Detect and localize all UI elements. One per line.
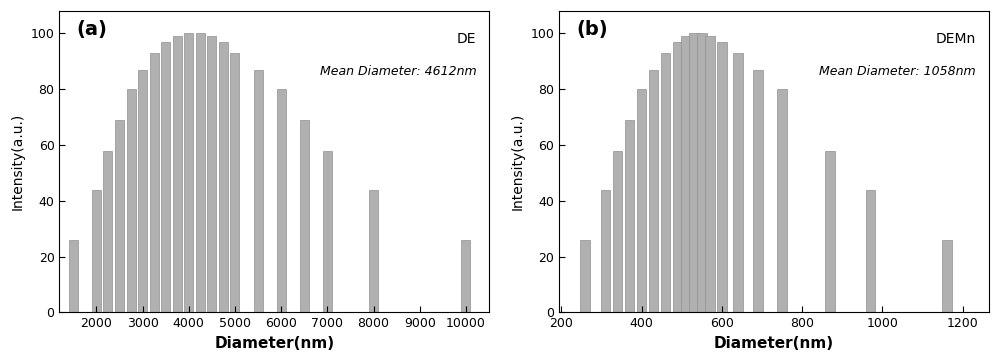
Text: (a): (a) xyxy=(77,20,107,39)
Bar xyxy=(196,33,205,312)
Bar xyxy=(717,42,727,312)
Bar xyxy=(942,240,952,312)
Bar xyxy=(115,120,124,312)
Bar xyxy=(219,42,228,312)
Bar xyxy=(150,53,159,312)
Text: (b): (b) xyxy=(576,20,608,39)
Bar xyxy=(733,53,743,312)
Bar xyxy=(173,36,182,312)
Y-axis label: Intensity(a.u.): Intensity(a.u.) xyxy=(511,113,525,210)
Bar xyxy=(637,89,646,312)
Bar xyxy=(277,89,286,312)
Bar xyxy=(697,33,707,312)
Y-axis label: Intensity(a.u.): Intensity(a.u.) xyxy=(11,113,25,210)
Bar xyxy=(777,89,787,312)
Bar xyxy=(580,240,590,312)
Bar xyxy=(300,120,309,312)
X-axis label: Diameter(nm): Diameter(nm) xyxy=(214,336,334,351)
Bar xyxy=(92,190,101,312)
Text: DE: DE xyxy=(457,32,476,46)
Bar xyxy=(103,151,112,312)
Bar xyxy=(649,70,658,312)
Bar xyxy=(613,151,622,312)
Bar xyxy=(625,120,634,312)
Bar xyxy=(689,33,699,312)
Bar xyxy=(138,70,147,312)
Bar xyxy=(184,33,193,312)
Bar xyxy=(207,36,216,312)
Bar xyxy=(254,70,263,312)
Bar xyxy=(461,240,470,312)
Bar xyxy=(69,240,78,312)
X-axis label: Diameter(nm): Diameter(nm) xyxy=(714,336,834,351)
Bar xyxy=(369,190,378,312)
Text: DEMn: DEMn xyxy=(936,32,976,46)
Bar xyxy=(127,89,136,312)
Bar xyxy=(825,151,835,312)
Bar xyxy=(753,70,763,312)
Bar xyxy=(323,151,332,312)
Bar xyxy=(161,42,170,312)
Bar xyxy=(681,36,691,312)
Bar xyxy=(673,42,682,312)
Bar xyxy=(230,53,239,312)
Bar xyxy=(866,190,875,312)
Text: Mean Diameter: 1058nm: Mean Diameter: 1058nm xyxy=(819,66,976,78)
Text: Mean Diameter: 4612nm: Mean Diameter: 4612nm xyxy=(320,66,476,78)
Bar xyxy=(705,36,715,312)
Bar xyxy=(661,53,670,312)
Bar xyxy=(601,190,610,312)
